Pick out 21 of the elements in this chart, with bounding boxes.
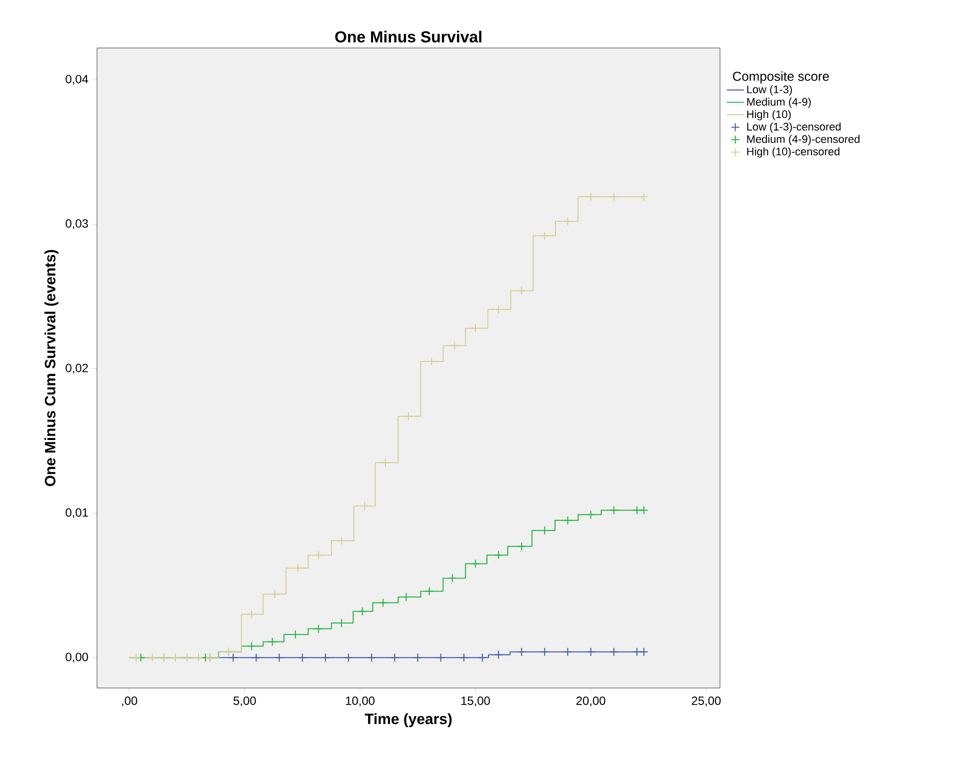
y-tick-label: 0,04	[66, 74, 88, 85]
x-tick-label: ,00	[122, 696, 138, 706]
y-tick-label: 0,02	[66, 364, 88, 374]
x-tick-label: 10,00	[346, 696, 375, 706]
legend-title: Composite score	[732, 71, 829, 84]
legend-label: Medium (4-9)-censored	[747, 134, 860, 146]
x-axis-title: Time (years)	[364, 713, 452, 728]
y-tick-label: 0,03	[66, 219, 88, 230]
legend-label: Medium (4-9)	[747, 98, 811, 108]
legend-label: High (10)-censored	[747, 147, 840, 158]
legend-label: Low (1-3)-censored	[747, 122, 841, 133]
x-tick-label: 25,00	[692, 696, 721, 706]
legend-label: High (10)	[747, 110, 791, 120]
legend-label: Low (1-3)	[747, 85, 792, 96]
x-tick-label: 20,00	[576, 696, 606, 706]
y-axis-title: One Minus Cum Survival (events)	[44, 250, 58, 486]
x-tick-label: 15,00	[461, 696, 490, 706]
x-tick-label: 5,00	[234, 696, 256, 706]
y-tick-label: 0,01	[66, 508, 88, 518]
y-tick-label: 0,00	[66, 652, 88, 663]
chart-title: One Minus Survival	[335, 30, 482, 42]
